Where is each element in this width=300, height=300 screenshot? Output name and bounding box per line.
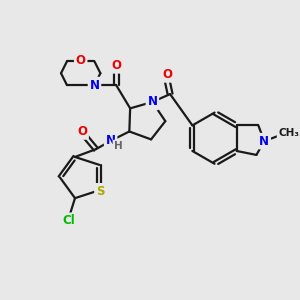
Text: CH₃: CH₃ [278,128,299,138]
Text: N: N [259,135,269,148]
Text: O: O [111,59,121,72]
Text: N: N [147,95,158,109]
Text: S: S [96,185,104,198]
Text: O: O [77,125,87,138]
Text: N: N [89,79,100,92]
Text: O: O [76,54,86,67]
Text: N: N [106,134,116,147]
Text: H: H [114,141,123,151]
Text: Cl: Cl [63,214,76,227]
Text: O: O [162,68,172,81]
